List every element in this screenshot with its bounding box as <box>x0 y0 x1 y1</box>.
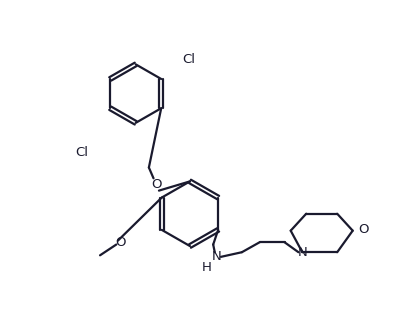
Text: Cl: Cl <box>182 53 195 66</box>
Text: N: N <box>212 250 222 263</box>
Text: O: O <box>358 223 369 236</box>
Text: O: O <box>151 178 162 191</box>
Text: H: H <box>202 261 212 274</box>
Text: Cl: Cl <box>75 146 88 159</box>
Text: O: O <box>115 236 126 249</box>
Text: N: N <box>297 246 307 259</box>
